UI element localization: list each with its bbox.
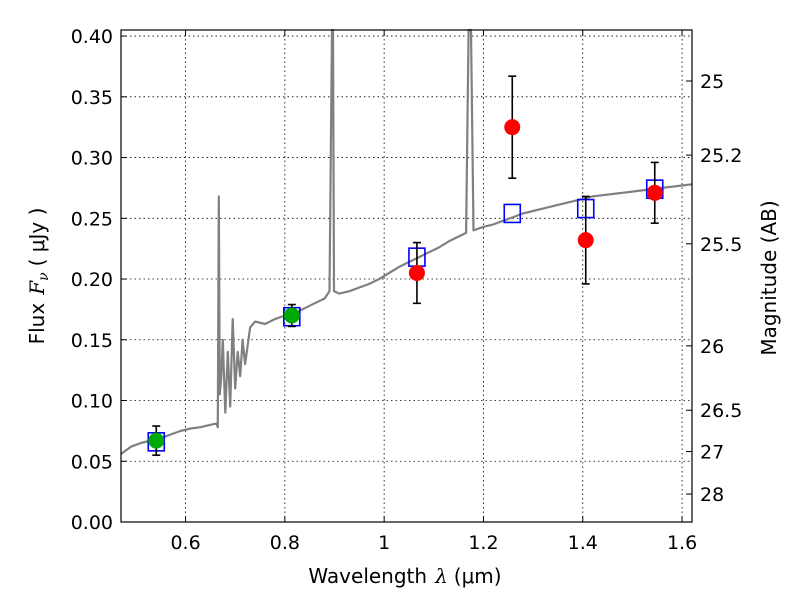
magnitude-tick-label: 25 xyxy=(700,71,724,93)
observed-flux-point xyxy=(504,119,521,136)
plot-frame xyxy=(120,29,693,523)
magnitude-tick-label: 26.5 xyxy=(700,400,742,422)
y-tick-label: 0.05 xyxy=(71,451,113,473)
y-tick-label: 0.20 xyxy=(71,269,113,291)
x-tick-labels: 0.6 0.8 1 1.2 1.4 1.6 xyxy=(170,532,697,554)
magnitude-tick-label: 26 xyxy=(700,336,724,358)
y-axis-label: FluxFν( μJy ) xyxy=(25,208,52,345)
x-tick-label: 0.8 xyxy=(270,532,300,554)
x-tick-label: 1.2 xyxy=(468,532,498,554)
detection-points xyxy=(148,119,663,449)
spectrum-layer xyxy=(120,28,693,455)
error-bars xyxy=(152,75,659,456)
y2-axis-label: Magnitude (AB) xyxy=(757,200,781,355)
x-tick-label: 1.6 xyxy=(667,532,697,554)
x-tick-label: 1.4 xyxy=(568,532,598,554)
observed-flux-point xyxy=(408,264,425,281)
y-tick-label: 0.25 xyxy=(71,208,113,230)
observed-flux-point xyxy=(646,184,663,201)
observed-flux-point xyxy=(283,307,300,324)
x-tick-label: 0.6 xyxy=(170,532,200,554)
y-tick-label: 0.30 xyxy=(71,148,113,170)
x-axis-label: Wavelength λ (μm) xyxy=(308,564,501,588)
magnitude-tick-label: 25.5 xyxy=(700,234,742,256)
grid-lines xyxy=(121,30,692,523)
x-axis-symbol: λ xyxy=(434,564,448,588)
axis-ticks xyxy=(121,30,692,523)
observed-flux-point xyxy=(577,232,594,249)
y-tick-label: 0.35 xyxy=(71,87,113,109)
x-tick-label: 1 xyxy=(378,532,390,554)
y-tick-label: 0.40 xyxy=(71,26,113,48)
y-tick-label: 0.00 xyxy=(71,512,113,534)
y-tick-label: 0.15 xyxy=(71,330,113,352)
y-axis-symbol: F xyxy=(25,280,49,296)
magnitude-tick-labels: 25 25.2 25.5 26 26.5 27 28 xyxy=(700,71,742,506)
observed-flux-point xyxy=(148,432,165,449)
magnitude-tick-label: 28 xyxy=(700,484,724,506)
model-flux-square xyxy=(503,203,522,224)
magnitude-tick-label: 27 xyxy=(700,442,724,464)
model-spectrum-line xyxy=(120,28,693,455)
y-axis-symbol-sub: ν xyxy=(36,272,52,281)
magnitude-tick-label: 25.2 xyxy=(700,145,742,167)
y-tick-label: 0.10 xyxy=(71,391,113,413)
y-tick-labels: 0.00 0.05 0.10 0.15 0.20 0.25 0.30 0.35 0.40 xyxy=(71,26,113,534)
